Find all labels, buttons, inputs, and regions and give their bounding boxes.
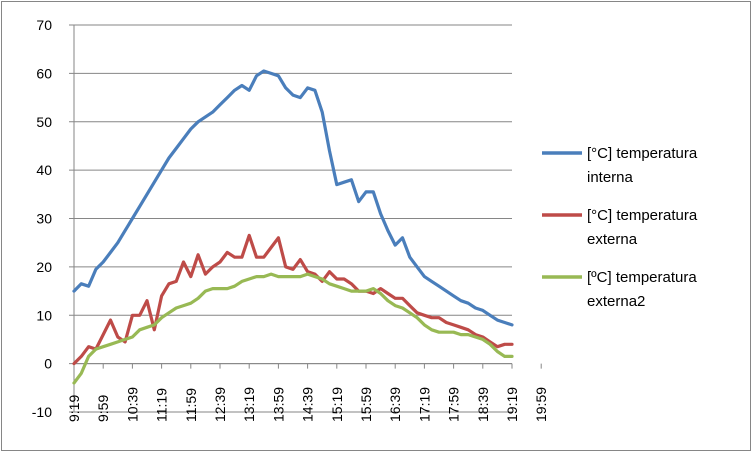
x-tick-label: 19:59 (533, 387, 549, 422)
legend-label: externa2 (587, 293, 645, 310)
y-tick-label: -10 (32, 404, 52, 420)
series-line (72, 272, 514, 385)
series-lines (72, 69, 514, 385)
legend-label: [°C] temperatura (587, 207, 698, 224)
y-tick-label: 50 (36, 114, 52, 130)
x-tick-label: 9:19 (66, 395, 82, 422)
x-tick-label: 17:59 (446, 387, 462, 422)
legend: [°C] temperatura interna [°C] temperatura e… (542, 145, 698, 310)
legend-item: [°C] temperatura interna (542, 145, 698, 186)
x-tick-label: 11:59 (183, 388, 199, 422)
x-tick-label: 11:19 (154, 388, 170, 422)
y-tick-label: 10 (36, 307, 52, 323)
x-tick-label: 12:39 (212, 387, 228, 422)
y-tick-label: 30 (36, 211, 52, 227)
x-axis: 9:19 9:59 10:39 11:19 11:59 12:39 13:19 13:59 14… (66, 363, 549, 422)
legend-label: [ºC] temperatura (587, 269, 697, 286)
x-tick-label: 16:39 (387, 387, 403, 422)
y-axis: -10 0 10 20 30 40 50 60 70 (32, 17, 75, 420)
legend-item: [ºC] temperatura externa2 (542, 269, 697, 310)
legend-item: [°C] temperatura externa (542, 207, 698, 248)
x-tick-label: 10:39 (124, 387, 140, 422)
x-tick-label: 17:19 (416, 387, 432, 422)
gridlines (74, 24, 512, 413)
y-tick-label: 0 (44, 356, 52, 372)
x-tick-label: 15:19 (329, 387, 345, 422)
x-tick-label: 18:39 (475, 387, 491, 422)
x-tick-label: 14:39 (300, 387, 316, 422)
legend-label: interna (587, 169, 634, 186)
y-tick-label: 60 (36, 65, 52, 81)
x-tick-label: 13:59 (270, 387, 286, 422)
y-tick-label: 40 (36, 162, 52, 178)
x-tick-label: 9:59 (95, 395, 111, 422)
x-tick-label: 15:59 (358, 387, 374, 422)
x-tick-label: 13:19 (241, 387, 257, 422)
y-tick-label: 70 (36, 17, 52, 33)
series-line (72, 233, 514, 366)
y-tick-label: 20 (36, 259, 52, 275)
legend-label: externa (587, 231, 638, 248)
x-tick-label: 19:19 (504, 387, 520, 422)
legend-label: [°C] temperatura (587, 145, 698, 162)
series-line (72, 69, 514, 327)
